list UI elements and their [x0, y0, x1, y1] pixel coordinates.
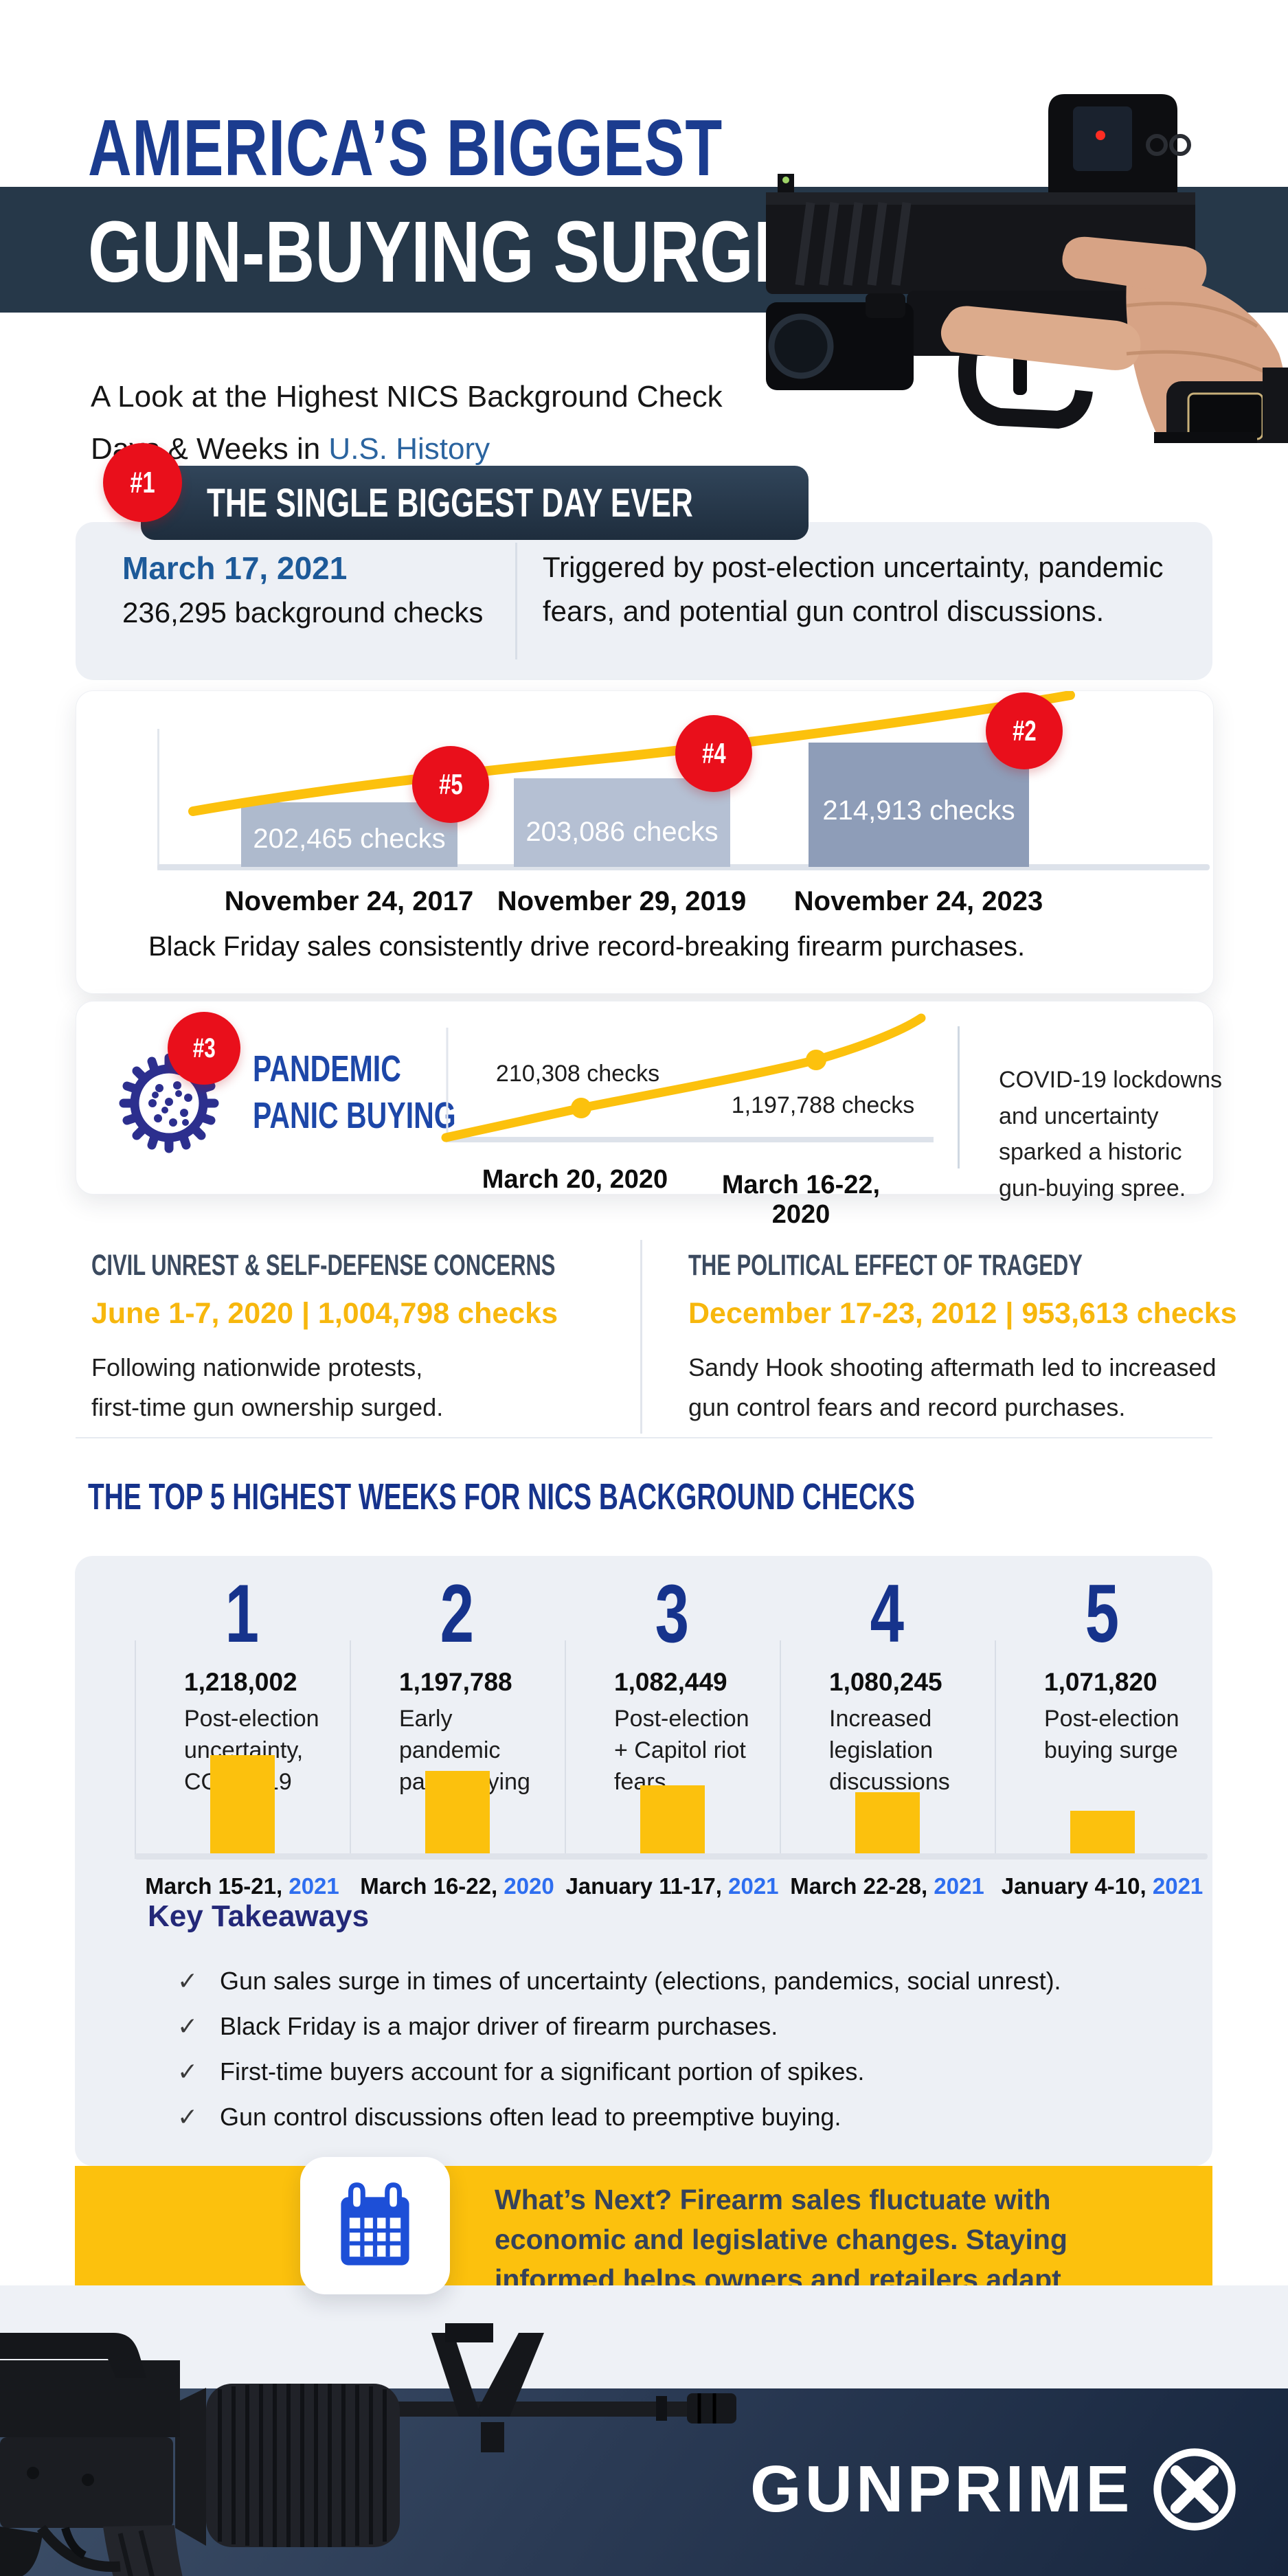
check-icon: ✓: [177, 2057, 199, 2086]
event-heading-civil-unrest: CIVIL UNREST & SELF-DEFENSE CONCERNS: [91, 1249, 556, 1282]
week-value: 1,080,245: [829, 1668, 942, 1696]
week-bar-3: [640, 1785, 705, 1853]
top5-column-5: 5 1,071,820 Post-election buying surge: [995, 1566, 1210, 2075]
bar-label: 202,465 checks: [253, 824, 446, 854]
top5-column-4: 4 1,080,245 Increased legislation discus…: [780, 1566, 995, 2075]
black-friday-card: 202,465 checks 203,086 checks 214,913 ch…: [76, 690, 1214, 994]
rank-badge-5: #5: [412, 746, 489, 823]
calendar-chip: [300, 2157, 450, 2294]
week-bar-2: [425, 1771, 490, 1853]
bar-label: 203,086 checks: [526, 817, 719, 847]
biggest-day-description: Triggered by post-election uncertainty, …: [543, 551, 1164, 627]
week-value: 1,071,820: [1044, 1668, 1157, 1696]
divider: [515, 543, 517, 659]
takeaways-heading: Key Takeaways: [148, 1899, 370, 1933]
bar-date: November 24, 2017: [224, 886, 474, 916]
whats-next-banner: What’s Next? Firearm sales fluctuate wit…: [75, 2166, 1212, 2336]
week-date: March 15-21, 2021: [145, 1873, 339, 1899]
gunprime-logo: GUNPRIME: [750, 2445, 1239, 2533]
rank-badge-2: #2: [986, 692, 1063, 769]
divider: [76, 1437, 1212, 1438]
week-desc: Post-election + Capitol riot fears: [614, 1706, 749, 1795]
bar-nov-2019: [514, 778, 730, 867]
x-axis: [157, 864, 1210, 870]
takeaway-item: ✓ Gun sales surge in times of uncertainty…: [177, 1967, 1061, 1995]
red-dot-icon: [1096, 131, 1105, 140]
week-value: 1,218,002: [184, 1668, 297, 1696]
week-date: March 22-28, 2021: [790, 1873, 984, 1899]
rank-badge-4: #4: [675, 715, 752, 792]
whats-next-text: What’s Next? Firearm sales fluctuate wit…: [495, 2184, 1067, 2336]
gunprime-logo-icon: [1153, 2448, 1236, 2531]
bar-nov-2023: [809, 743, 1029, 867]
check-icon: ✓: [177, 2012, 199, 2040]
top5-column-3: 3 1,082,449 Post-election + Capitol riot…: [565, 1566, 780, 2075]
bottom-strip: [0, 2285, 1288, 2388]
takeaway-item: ✓ First-time buyers account for a signifi…: [177, 2057, 865, 2086]
week-desc: Post-election buying surge: [1044, 1706, 1179, 1763]
pandemic-card: #3 PANDEMIC PANIC BUYING 210,308 checks …: [76, 1001, 1222, 1229]
pistol-photo: [766, 94, 1288, 443]
week-bar-4: [855, 1792, 920, 1853]
biggest-day-date: March 17, 2021: [122, 550, 348, 586]
check-icon: ✓: [177, 1967, 199, 1995]
divider: [640, 1240, 642, 1434]
event-body-tragedy: Sandy Hook shooting aftermath led to inc…: [688, 1353, 1217, 1421]
rank-badge-3: #3: [168, 1012, 240, 1085]
pandemic-title: PANDEMIC PANIC BUYING: [253, 1048, 456, 1137]
week-desc: Increased legislation discussions: [829, 1706, 950, 1795]
week-value: 1,197,788: [399, 1668, 512, 1696]
week-bar-1: [210, 1755, 275, 1853]
page-title-line1: AMERICA’S BIGGEST: [88, 103, 723, 192]
y-axis: [157, 729, 159, 870]
biggest-day-card: March 17, 2021 236,295 background checks…: [76, 522, 1212, 680]
point-label: 210,308 checks: [495, 1061, 660, 1087]
bar-nov-2017: [241, 802, 457, 867]
takeaway-item: ✓ Black Friday is a major driver of firea…: [177, 2012, 778, 2040]
subtitle-highlight: U.S. History: [328, 431, 490, 466]
trend-line: [188, 691, 1075, 816]
top5-card: 1 1,218,002 Post-election uncertainty, C…: [75, 1556, 1212, 2166]
biggest-day-stat: 236,295 background checks: [122, 596, 484, 629]
rank-badge-1: #1: [103, 443, 182, 522]
section-heading-biggest-day: THE SINGLE BIGGEST DAY EVER: [141, 466, 809, 540]
event-stat-civil-unrest: June 1-7, 2020 | 1,004,798 checks: [91, 1297, 558, 1330]
subtitle-line1: A Look at the Highest NICS Background Ch…: [91, 380, 723, 414]
rifle-photo: [0, 2323, 736, 2576]
black-friday-caption: Black Friday sales consistently drive re…: [148, 931, 1026, 962]
x-axis: [135, 1853, 1208, 1860]
rank-number: 4: [870, 1568, 905, 1660]
pandemic-line-chart: [441, 1013, 934, 1142]
calendar-icon: [341, 2182, 409, 2266]
week-bar-5: [1070, 1811, 1135, 1853]
bar-date: November 29, 2019: [497, 886, 747, 916]
pandemic-note: COVID-19 lockdowns and uncertainty spark…: [999, 1067, 1223, 1202]
week-value: 1,082,449: [614, 1668, 727, 1696]
check-icon: ✓: [177, 2103, 199, 2131]
week-date: March 16-22, 2020: [360, 1873, 554, 1899]
takeaway-item: ✓ Gun control discussions often lead to p…: [177, 2103, 841, 2131]
point-date: March 16-22, 2020: [721, 1171, 881, 1229]
week-date: January 4-10, 2021: [1001, 1873, 1204, 1899]
week-date: January 11-17, 2021: [565, 1873, 779, 1899]
rank-number: 1: [225, 1568, 260, 1660]
page-title-line2: GUN-BUYING SURGES: [88, 203, 846, 300]
gunprime-wordmark: GUNPRIME: [750, 2452, 1133, 2526]
page-subtitle: A Look at the Highest NICS Background Ch…: [91, 371, 723, 475]
bar-date: November 24, 2023: [793, 886, 1043, 916]
event-heading-tragedy: THE POLITICAL EFFECT OF TRAGEDY: [688, 1249, 1083, 1282]
rank-number: 2: [440, 1568, 475, 1660]
event-stat-tragedy: December 17-23, 2012 | 953,613 checks: [688, 1297, 1237, 1330]
divider: [958, 1026, 960, 1168]
point-date: March 20, 2020: [482, 1165, 668, 1194]
event-body-civil-unrest: Following nationwide protests, first-tim…: [91, 1353, 444, 1421]
rank-number: 5: [1085, 1568, 1120, 1660]
rank-number: 3: [655, 1568, 690, 1660]
point-label: 1,197,788 checks: [731, 1092, 915, 1118]
top5-heading: THE TOP 5 HIGHEST WEEKS FOR NICS BACKGRO…: [88, 1476, 915, 1517]
bar-label: 214,913 checks: [822, 795, 1015, 826]
